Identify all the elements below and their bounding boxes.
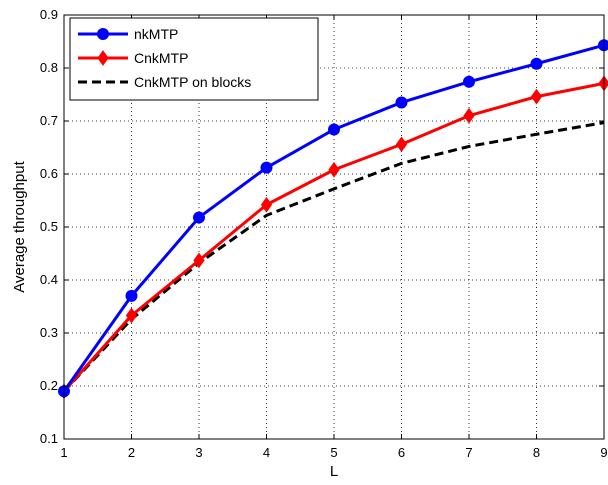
series-lines [58,39,608,400]
legend-item-nkmtp: nkMTP [78,26,178,42]
y-tick-label: 0.7 [40,113,58,128]
x-tick-label: 5 [330,445,337,460]
x-tick-label: 8 [533,445,540,460]
x-tick-label: 9 [600,445,607,460]
x-axis-label: L [330,463,338,480]
series-nkmtp [58,39,608,398]
x-tick-label: 2 [128,445,135,460]
cnkmtp-point [395,136,408,153]
nkmtp-point [125,289,138,302]
legend-item-cnkmtp-on-blocks: CnkMTP on blocks [78,74,251,90]
x-tick-label: 4 [263,445,270,460]
legend-label-nkmtp: nkMTP [134,26,178,42]
grid-lines [64,15,604,439]
nkmtp-point [530,57,543,70]
nkmtp-point [395,96,408,109]
nkmtp-point [328,123,340,136]
y-tick-label: 0.5 [40,219,58,234]
nkmtp-point [598,39,608,52]
y-tick-label: 0.1 [40,431,58,446]
y-tick-label: 0.3 [40,325,58,340]
cnkmtp-point [463,107,475,124]
legend: nkMTP CnkMTP CnkMTP on blocks [69,17,319,101]
x-tick-label: 6 [398,445,405,460]
cnkmtp-point [328,161,340,178]
cnkmtp-point [530,88,543,105]
y-axis-label: Average throughput [11,160,28,292]
legend-label-cnkmtp: CnkMTP [134,50,188,66]
nkmtp-point [463,75,475,88]
legend-nkmtp-point [97,28,109,40]
legend-cnkmtp-point [97,50,109,66]
nkmtp-point [260,161,273,174]
y-tick-label: 0.4 [40,272,58,287]
y-tick-label: 0.2 [40,378,58,393]
cnkmtp-point [193,252,205,269]
series-cnkmtp-on-blocks [62,121,605,393]
cnkmtp-point [125,307,138,324]
cnkmtp-on-blocks-line [62,121,605,393]
legend-item-cnkmtp: CnkMTP [78,50,188,66]
y-tick-label: 0.9 [40,7,58,22]
nkmtp-point [193,211,205,224]
y-tick-label: 0.6 [40,166,58,181]
cnkmtp-point [260,196,273,213]
x-tick-label: 7 [465,445,472,460]
tick-labels: 1 2 3 4 5 6 7 8 9 0.1 0.2 0.3 0.4 0.5 0.6 0.7 0.8 0.9 [40,7,608,460]
legend-label-cnkmtp-on-blocks: CnkMTP on blocks [134,74,251,90]
x-tick-label: 1 [60,445,67,460]
x-tick-label: 3 [195,445,202,460]
y-tick-label: 0.8 [40,60,58,75]
